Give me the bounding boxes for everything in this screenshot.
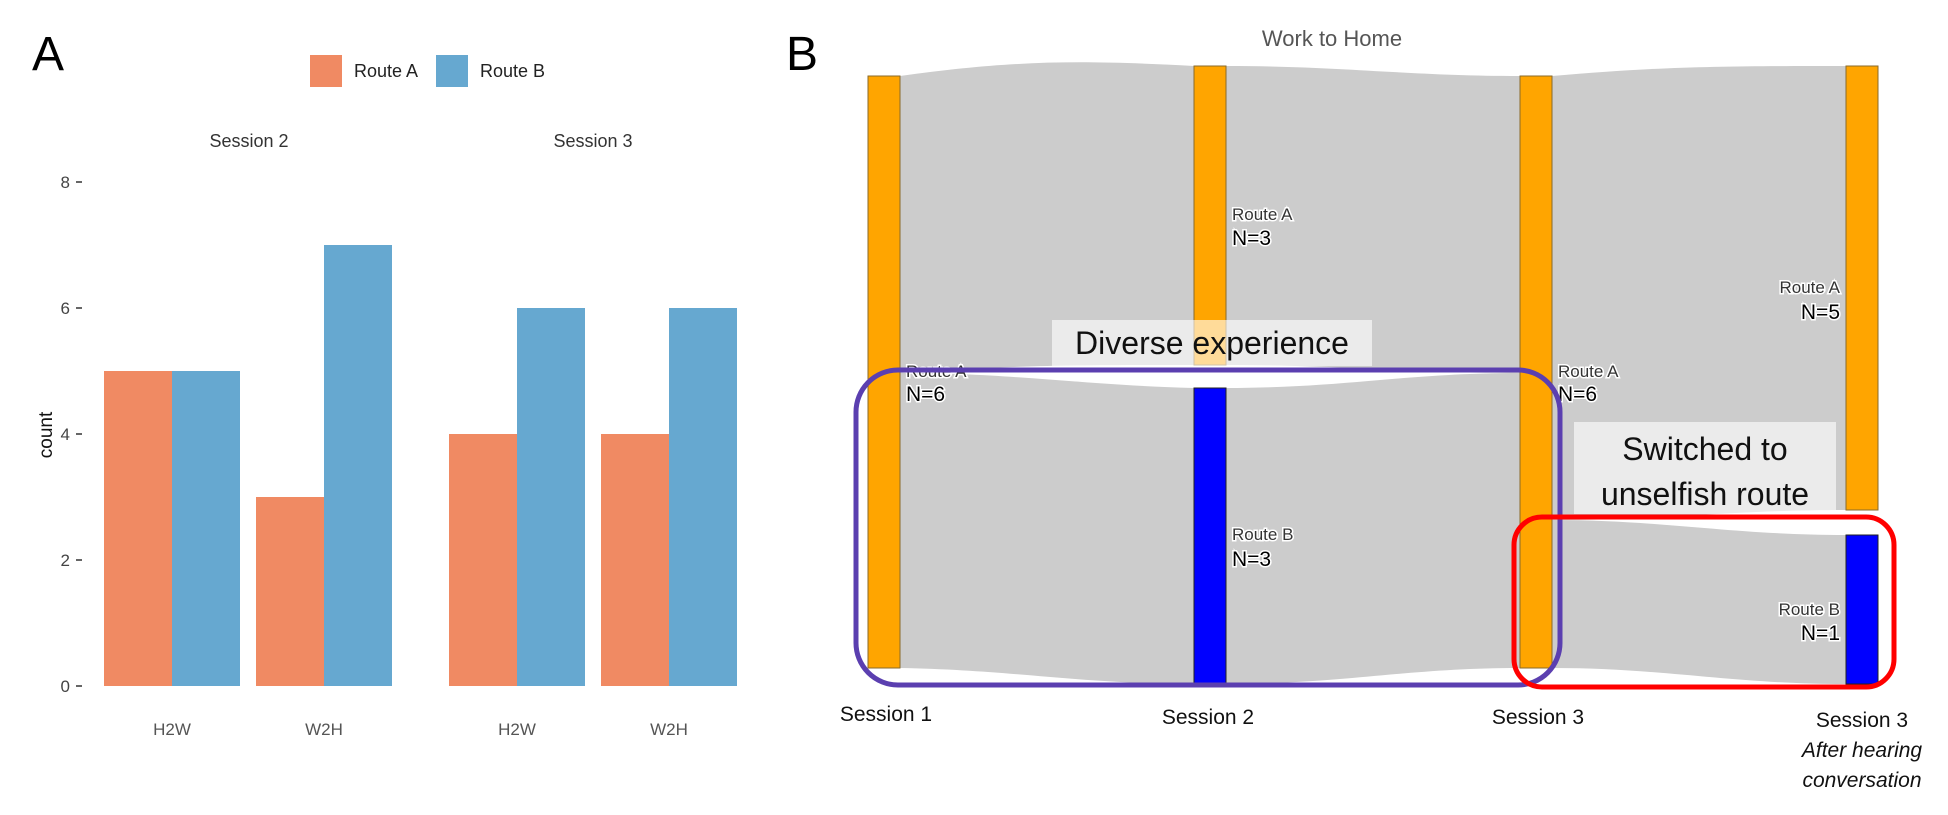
y-axis-label: count <box>36 411 57 458</box>
bar-session-3-w2h-route-a <box>601 434 669 686</box>
session-label-3: Session 3 <box>1492 706 1584 729</box>
link-s1a-s2b <box>900 373 1194 684</box>
annotation-switched-line1: Switched to <box>1622 431 1787 467</box>
x-tick-label: H2W <box>498 720 536 739</box>
panel-a-letter: A <box>32 28 64 81</box>
node-label-s4a-route: Route A <box>1780 278 1841 297</box>
bars <box>104 245 737 686</box>
bar-session-3-w2h-route-b <box>669 308 737 686</box>
x-tick-labels: H2W W2H H2W W2H <box>153 720 688 739</box>
highlight-switched-outline <box>1511 514 1897 690</box>
node-label-s4a-n: N=5 <box>1801 301 1840 324</box>
y-tick-label: 4 <box>61 425 70 444</box>
link-s2b-s3a <box>1226 373 1520 684</box>
panel-b: B Work to Home Diverse experience Route … <box>786 26 1922 792</box>
y-tick-label: 8 <box>61 173 70 192</box>
node-label-s2a-route: Route A <box>1232 205 1293 224</box>
sankey-title: Work to Home <box>1262 26 1402 51</box>
x-tick-label: W2H <box>650 720 688 739</box>
node-label-s3a-n: N=6 <box>1558 383 1597 406</box>
node-label-s2a-n: N=3 <box>1232 227 1271 250</box>
node-labels: Route A N=6 Route A N=3 Route B N=3 Rout… <box>905 204 1843 647</box>
node-label-s3a-route: Route A <box>1558 362 1619 381</box>
node-session2-route-b <box>1193 387 1227 685</box>
session-note-line2: conversation <box>1802 769 1921 792</box>
y-tick-label: 2 <box>61 551 70 570</box>
annotation-switched-bg <box>1574 422 1836 514</box>
node-label-s2b-route: Route B <box>1232 525 1293 544</box>
bar-session-2-h2w-route-b <box>172 371 240 686</box>
bar-session-2-h2w-route-a <box>104 371 172 686</box>
sankey-nodes <box>867 65 1879 685</box>
node-label-s4b-route: Route B <box>1779 600 1840 619</box>
node-label-s2b-n: N=3 <box>1232 548 1271 571</box>
x-tick-label: H2W <box>153 720 191 739</box>
link-s3a-s4a <box>1552 66 1846 520</box>
link-s1a-s2a <box>900 62 1194 373</box>
annotation-switched-line2: unselfish route <box>1601 476 1809 512</box>
facet-label-session-2: Session 2 <box>209 131 288 151</box>
link-s3a-s4b <box>1552 520 1846 684</box>
x-tick-label: W2H <box>305 720 343 739</box>
bar-session-2-w2h-route-b <box>324 245 392 686</box>
bar-session-3-h2w-route-b <box>517 308 585 686</box>
link-s2a-s3a <box>1226 66 1520 373</box>
legend-label-route-b: Route B <box>480 61 545 81</box>
session-labels: Session 1 Session 2 Session 3 Session 3 … <box>840 703 1923 792</box>
highlight-diverse-outline <box>853 367 1563 688</box>
session-note-line1: After hearing <box>1800 739 1923 762</box>
node-session3b-route-b <box>1845 534 1879 685</box>
panel-b-letter: B <box>786 28 818 81</box>
legend-label-route-a: Route A <box>354 61 418 81</box>
session-label-2: Session 2 <box>1162 706 1254 729</box>
bar-session-2-w2h-route-a <box>256 497 324 686</box>
bar-session-3-h2w-route-a <box>449 434 517 686</box>
node-label-s4b-n: N=1 <box>1801 622 1840 645</box>
legend-swatch-route-a <box>310 55 342 87</box>
node-label-s1a-n: N=6 <box>906 383 945 406</box>
legend: Route A Route B <box>310 55 545 87</box>
y-tick-label: 0 <box>61 677 70 696</box>
session-label-3b: Session 3 <box>1816 709 1908 732</box>
y-axis: 0 2 4 6 8 <box>61 173 82 696</box>
annotation-diverse-bg <box>1052 320 1372 366</box>
legend-swatch-route-b <box>436 55 468 87</box>
session-label-1: Session 1 <box>840 703 932 726</box>
panel-a: A Route A Route B Session 2 Session 3 co… <box>32 28 737 739</box>
node-session3b-route-a <box>1845 65 1879 511</box>
annotation-diverse-text: Diverse experience <box>1075 325 1349 361</box>
y-tick-label: 6 <box>61 299 70 318</box>
sankey-links <box>900 62 1846 684</box>
facet-label-session-3: Session 3 <box>553 131 632 151</box>
